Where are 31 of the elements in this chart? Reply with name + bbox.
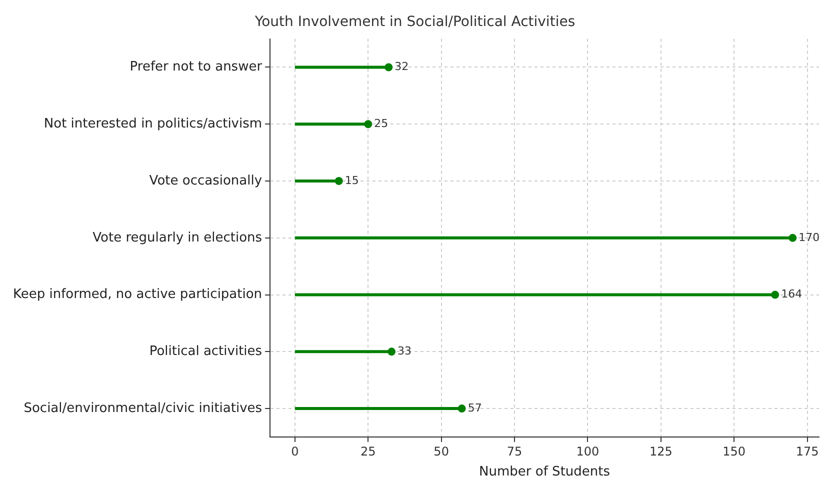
point <box>384 63 393 72</box>
y-tick-label: Vote occasionally <box>149 173 262 188</box>
y-tick-label: Social/environmental/civic initiatives <box>24 400 262 416</box>
point <box>458 404 466 413</box>
chart-title: Youth Involvement in Social/Political Activities <box>254 14 576 30</box>
data-label: 32 <box>394 60 409 74</box>
x-tick-label: 0 <box>291 444 299 458</box>
x-tick-label: 25 <box>360 444 376 458</box>
point <box>364 120 372 128</box>
x-tick-label: 100 <box>576 444 600 458</box>
data-label: 15 <box>344 174 359 187</box>
x-tick-label: 150 <box>722 444 746 458</box>
x-tick-label: 50 <box>434 444 449 458</box>
point <box>788 234 797 242</box>
data-label: 164 <box>781 288 802 301</box>
data-label: 57 <box>468 401 482 414</box>
data-label: 170 <box>798 230 820 244</box>
y-tick-label: Vote regularly in elections <box>92 230 262 246</box>
y-tick-label: Prefer not to answer <box>130 60 263 75</box>
x-tick-label: 175 <box>796 444 819 458</box>
data-label: 33 <box>398 344 412 358</box>
y-tick-label: Keep informed, no active participation <box>12 287 262 302</box>
y-tick-label: Not interested in politics/activism <box>44 116 262 132</box>
y-tick-label: Political activities <box>149 344 262 360</box>
x-axis-title: Number of Students <box>479 464 610 480</box>
point <box>771 290 780 299</box>
x-tick-label: 75 <box>506 444 522 458</box>
x-tick-label: 125 <box>649 444 672 458</box>
data-label: 25 <box>374 116 388 130</box>
point <box>334 177 343 186</box>
point <box>388 348 396 356</box>
